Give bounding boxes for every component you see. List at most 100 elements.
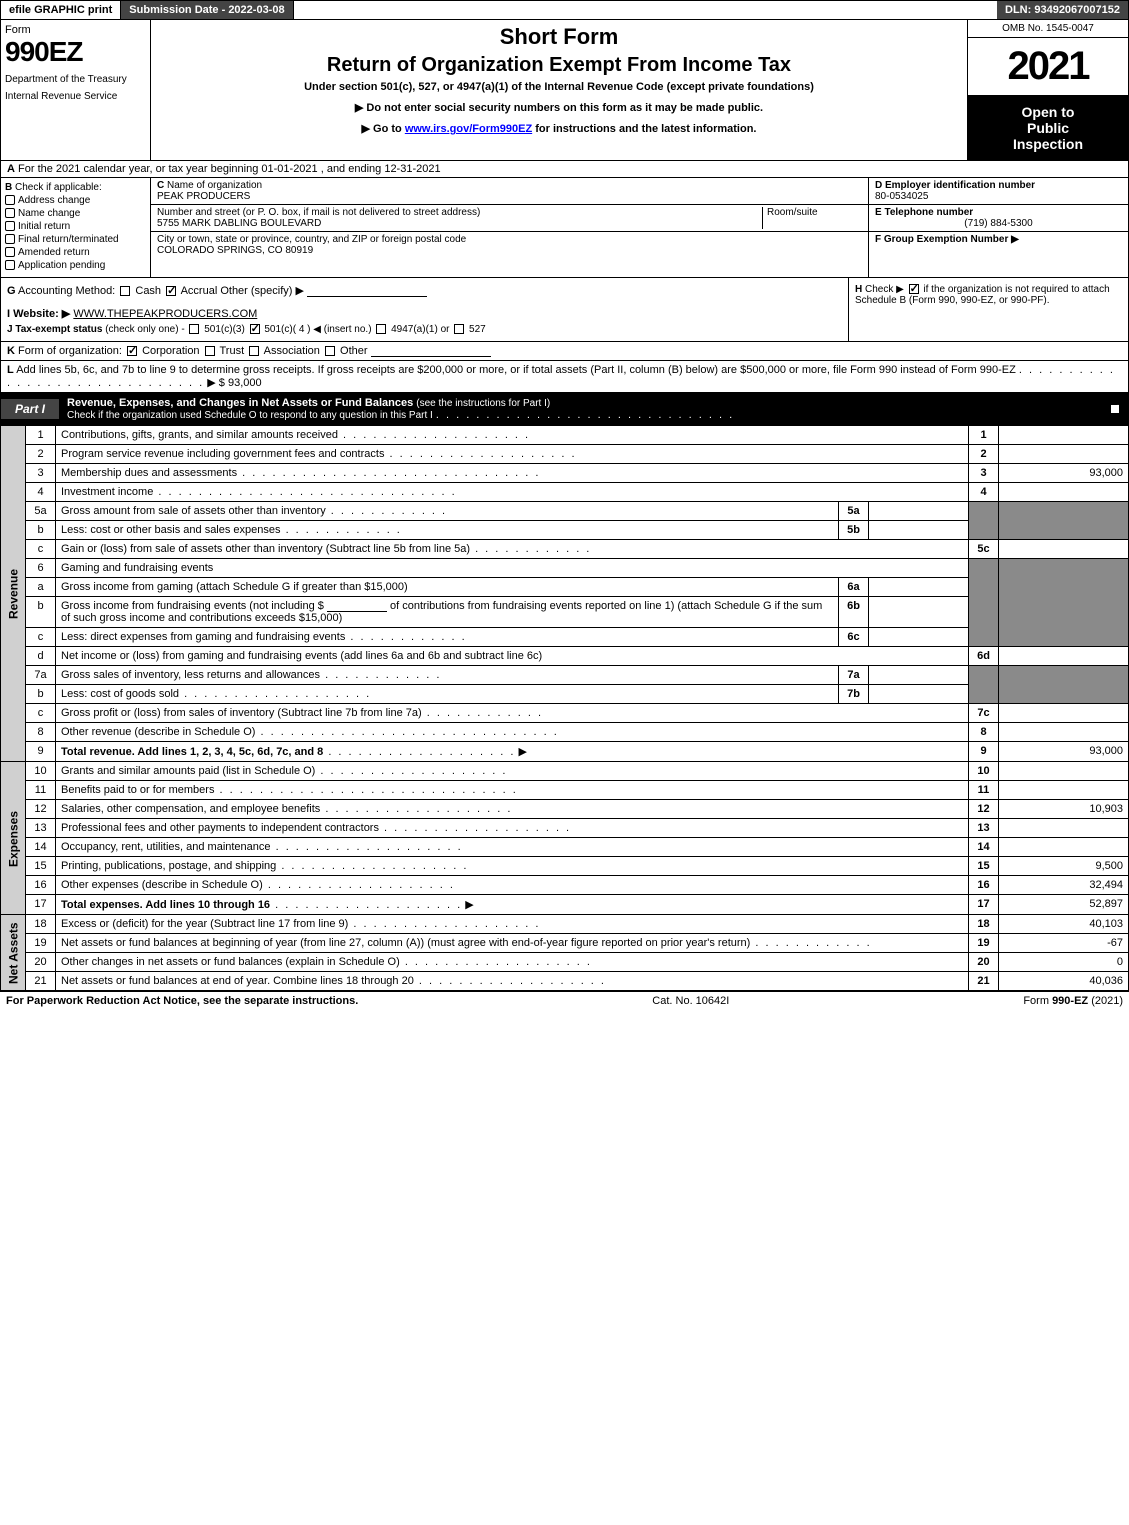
line-num: 19	[26, 934, 56, 953]
top-bar: efile GRAPHIC print Submission Date - 20…	[0, 0, 1129, 20]
addr-label: Number and street (or P. O. box, if mail…	[157, 207, 480, 218]
col-value: 10,903	[999, 800, 1129, 819]
subtitle: Under section 501(c), 527, or 4947(a)(1)…	[159, 81, 959, 93]
assoc-checkbox[interactable]	[249, 346, 259, 356]
check-amended-return[interactable]: Amended return	[5, 247, 146, 258]
line-num: 8	[26, 723, 56, 742]
table-row: b Less: cost or other basis and sales ex…	[1, 521, 1129, 540]
table-row: b Gross income from fundraising events (…	[1, 597, 1129, 628]
check-address-change[interactable]: Address change	[5, 195, 146, 206]
check-initial-return[interactable]: Initial return	[5, 221, 146, 232]
table-row: 6 Gaming and fundraising events	[1, 559, 1129, 578]
table-row: 8 Other revenue (describe in Schedule O)…	[1, 723, 1129, 742]
col-label: 13	[969, 819, 999, 838]
l-amount: ▶ $ 93,000	[207, 377, 261, 389]
accounting-method: G Accounting Method: Cash Accrual Other …	[7, 284, 842, 297]
501c3-checkbox[interactable]	[189, 324, 199, 334]
line-desc: Excess or (deficit) for the year (Subtra…	[56, 915, 969, 934]
line-num: 17	[26, 895, 56, 915]
4947-checkbox[interactable]	[376, 324, 386, 334]
line-desc: Gross profit or (loss) from sales of inv…	[56, 704, 969, 723]
col-label: 14	[969, 838, 999, 857]
h-checkbox[interactable]	[909, 284, 919, 294]
trust-checkbox[interactable]	[205, 346, 215, 356]
part1-title: Revenue, Expenses, and Changes in Net As…	[59, 394, 1102, 424]
other-org-blank	[371, 345, 491, 357]
open3: Inspection	[972, 136, 1124, 152]
sub-label: 7b	[839, 685, 869, 704]
col-label: 20	[969, 953, 999, 972]
trust-label: Trust	[219, 345, 244, 357]
line-num: 12	[26, 800, 56, 819]
checkbox-icon	[5, 221, 15, 231]
col-value	[999, 762, 1129, 781]
line-desc: Net assets or fund balances at end of ye…	[56, 972, 969, 991]
527-checkbox[interactable]	[454, 324, 464, 334]
table-row: Net Assets 18 Excess or (deficit) for th…	[1, 915, 1129, 934]
line-desc: Gross income from fundraising events (no…	[56, 597, 839, 628]
line-desc: Occupancy, rent, utilities, and maintena…	[56, 838, 969, 857]
line-desc: Total expenses. Add lines 10 through 16	[56, 895, 969, 915]
line-desc: Other expenses (describe in Schedule O)	[56, 876, 969, 895]
sub-val	[869, 666, 969, 685]
check-label: Amended return	[18, 247, 90, 258]
line-num: c	[26, 540, 56, 559]
line-num: c	[26, 704, 56, 723]
501c-checkbox[interactable]	[250, 324, 260, 334]
check-name-change[interactable]: Name change	[5, 208, 146, 219]
l-label: L	[7, 364, 14, 376]
header-right: OMB No. 1545-0047 2021 Open to Public In…	[968, 20, 1128, 160]
irs-link[interactable]: www.irs.gov/Form990EZ	[405, 123, 532, 135]
line-desc: Grants and similar amounts paid (list in…	[56, 762, 969, 781]
short-form-title: Short Form	[159, 24, 959, 50]
line-num: b	[26, 597, 56, 628]
instr2-post: for instructions and the latest informat…	[532, 123, 756, 135]
check-application-pending[interactable]: Application pending	[5, 260, 146, 271]
efile-button[interactable]: efile GRAPHIC print	[1, 1, 121, 19]
line-num: c	[26, 628, 56, 647]
accrual-label: Accrual	[181, 285, 218, 297]
instr2-pre: ▶ Go to	[362, 123, 405, 135]
line-num: b	[26, 685, 56, 704]
col-label: 2	[969, 445, 999, 464]
table-row: 4 Investment income 4	[1, 483, 1129, 502]
lines-table: Revenue 1 Contributions, gifts, grants, …	[0, 425, 1129, 991]
line-desc: Gross income from gaming (attach Schedul…	[56, 578, 839, 597]
col-label: 11	[969, 781, 999, 800]
table-row: c Gain or (loss) from sale of assets oth…	[1, 540, 1129, 559]
accrual-checkbox[interactable]	[166, 286, 176, 296]
assoc-label: Association	[264, 345, 320, 357]
line-num: 7a	[26, 666, 56, 685]
check-final-return[interactable]: Final return/terminated	[5, 234, 146, 245]
other-blank	[307, 285, 427, 297]
sub-val	[869, 685, 969, 704]
table-row: 3 Membership dues and assessments 3 93,0…	[1, 464, 1129, 483]
corp-checkbox[interactable]	[127, 346, 137, 356]
col-value	[999, 445, 1129, 464]
table-row: c Gross profit or (loss) from sales of i…	[1, 704, 1129, 723]
line-desc: Benefits paid to or for members	[56, 781, 969, 800]
row-l: L Add lines 5b, 6c, and 7b to line 9 to …	[0, 361, 1129, 393]
line-desc: Investment income	[56, 483, 969, 502]
form-number: 990EZ	[5, 36, 146, 68]
501c-label: 501(c)( 4 ) ◀ (insert no.)	[264, 324, 371, 335]
table-row: 12 Salaries, other compensation, and emp…	[1, 800, 1129, 819]
part1-header: Part I Revenue, Expenses, and Changes in…	[0, 393, 1129, 425]
col-value: 52,897	[999, 895, 1129, 915]
dept-irs: Internal Revenue Service	[5, 91, 146, 102]
check-label: Application pending	[18, 260, 105, 271]
col-value	[999, 723, 1129, 742]
form-header: Form 990EZ Department of the Treasury In…	[0, 20, 1129, 161]
line-desc: Gross sales of inventory, less returns a…	[56, 666, 839, 685]
line-desc: Less: direct expenses from gaming and fu…	[56, 628, 839, 647]
col-label: 4	[969, 483, 999, 502]
website-line: I Website: ▶ WWW.THEPEAKPRODUCERS.COM	[7, 307, 842, 320]
main-title: Return of Organization Exempt From Incom…	[159, 54, 959, 77]
footer: For Paperwork Reduction Act Notice, see …	[0, 991, 1129, 1010]
other-org-checkbox[interactable]	[325, 346, 335, 356]
cash-checkbox[interactable]	[120, 286, 130, 296]
instruction-2: ▶ Go to www.irs.gov/Form990EZ for instru…	[159, 122, 959, 135]
tax-exempt-line: J Tax-exempt status (check only one) - 5…	[7, 324, 842, 335]
part1-check[interactable]	[1102, 400, 1128, 418]
part1-check-text: Check if the organization used Schedule …	[67, 410, 433, 421]
